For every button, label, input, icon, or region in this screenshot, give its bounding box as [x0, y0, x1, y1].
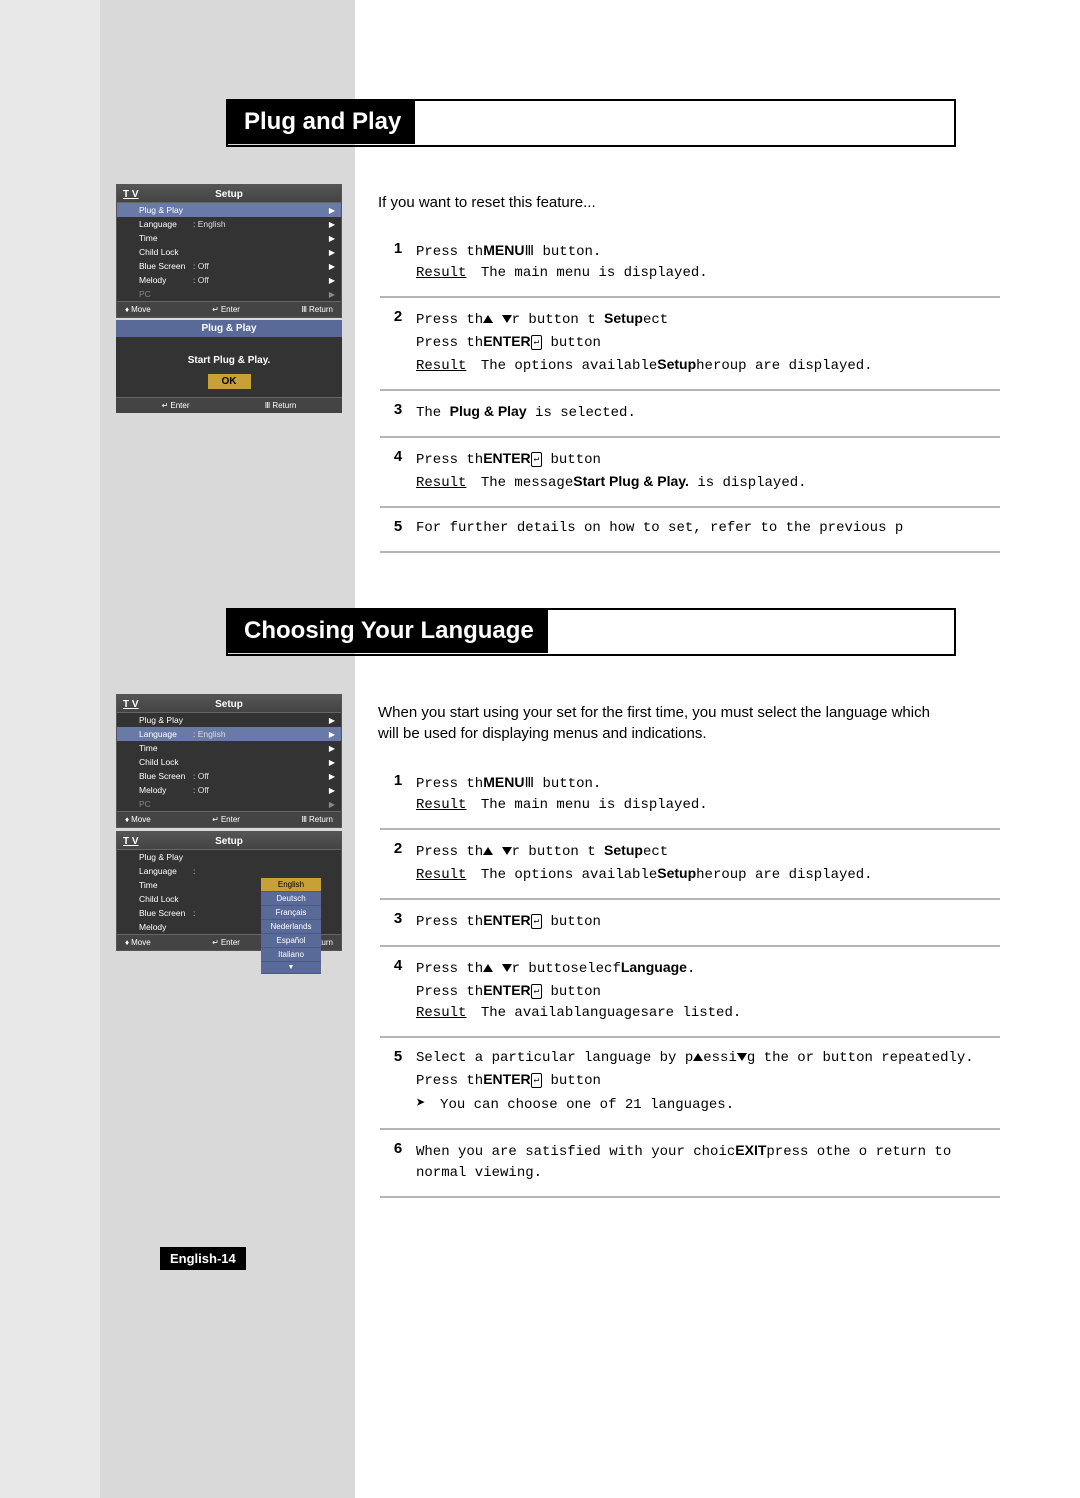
footer-move-2: ♦ Move: [125, 815, 151, 824]
step-body: Press thMENUⅢ button.Result The main men…: [416, 240, 1000, 284]
step-number: 3: [380, 910, 416, 933]
menu-row-pc-2: PC▶: [117, 797, 341, 811]
footer-enter-3: ↵ Enter: [212, 938, 240, 947]
step-number: 1: [380, 240, 416, 284]
language-option: Italiano: [261, 948, 321, 962]
step: 1Press thMENUⅢ button.Result The main me…: [380, 230, 1000, 296]
step-body: The Plug & Play is selected.: [416, 401, 1000, 424]
step-number: 4: [380, 957, 416, 1024]
menu-row-language-3: Language:: [117, 864, 341, 878]
menu-row-plug-play-2: Plug & Play▶: [117, 713, 341, 727]
step-body: Press thMENUⅢ button.Result The main men…: [416, 772, 1000, 816]
step-body: When you are satisfied with your choicEX…: [416, 1140, 1000, 1184]
footer-enter-2: ↵ Enter: [212, 815, 240, 824]
language-popup: EnglishDeutschFrançaisNederlandsEspañolI…: [261, 878, 321, 974]
menu-row-child-lock-2: Child Lock▶: [117, 755, 341, 769]
menu-row-melody: Melody: Off▶: [117, 273, 341, 287]
pnp-title: Plug & Play: [116, 320, 342, 337]
pnp-footer-return: Ⅲ Return: [265, 401, 297, 410]
menu-row-plug-play: Plug & Play▶: [117, 203, 341, 217]
language-option: Français: [261, 906, 321, 920]
tv-setup-screenshot-3: T V Setup Plug & Play Language: Time Chi…: [116, 831, 342, 951]
step: 5For further details on how to set, refe…: [380, 506, 1000, 553]
language-option: English: [261, 878, 321, 892]
pnp-body: Start Plug & Play. OK: [116, 337, 342, 397]
tv-footer: ♦ Move ↵ Enter Ⅲ Return: [117, 301, 341, 317]
step: 1Press thMENUⅢ button.Result The main me…: [380, 762, 1000, 828]
step-number: 5: [380, 518, 416, 539]
setup-label: Setup: [215, 189, 243, 200]
step: 5Select a particular language by pessig …: [380, 1036, 1000, 1128]
tv-header: T V Setup: [117, 185, 341, 203]
step: 3The Plug & Play is selected.: [380, 389, 1000, 436]
footer-move: ♦ Move: [125, 305, 151, 314]
language-option: Nederlands: [261, 920, 321, 934]
step-number: 1: [380, 772, 416, 816]
menu-row-time-2: Time▶: [117, 741, 341, 755]
tv-header-2: T V Setup: [117, 695, 341, 713]
step-body: Press thENTER↵ buttonResult The messageS…: [416, 448, 1000, 494]
section2-title: Choosing Your Language: [226, 609, 548, 653]
menu-row-plug-play-3: Plug & Play: [117, 850, 341, 864]
step-number: 6: [380, 1140, 416, 1184]
tv-setup-screenshot-2: T V Setup Plug & Play▶ Language: English…: [116, 694, 342, 828]
step: 4Press th r buttoselecfLanguage.Press th…: [380, 945, 1000, 1036]
step-body: Press thENTER↵ button: [416, 910, 1000, 933]
language-option: Español: [261, 934, 321, 948]
step-number: 3: [380, 401, 416, 424]
menu-row-pc: PC▶: [117, 287, 341, 301]
pnp-footer-enter: ↵ Enter: [162, 401, 190, 410]
menu-row-child-lock: Child Lock▶: [117, 245, 341, 259]
footer-enter: ↵ Enter: [212, 305, 240, 314]
footer-move-3: ♦ Move: [125, 938, 151, 947]
steps-list-2: 1Press thMENUⅢ button.Result The main me…: [380, 762, 1000, 1198]
menu-row-language-2: Language: English▶: [117, 727, 341, 741]
step: 3Press thENTER↵ button: [380, 898, 1000, 945]
tv-footer-2: ♦ Move ↵ Enter Ⅲ Return: [117, 811, 341, 827]
language-more-icon: ▼: [261, 962, 321, 974]
step: 2Press th r button t SetupectResult The …: [380, 828, 1000, 898]
pnp-start-text: Start Plug & Play.: [116, 355, 342, 366]
step-number: 2: [380, 308, 416, 377]
step: 4Press thENTER↵ buttonResult The message…: [380, 436, 1000, 506]
language-option: Deutsch: [261, 892, 321, 906]
footer-return-2: Ⅲ Return: [301, 815, 333, 824]
section1-title: Plug and Play: [226, 100, 415, 144]
menu-row-melody-2: Melody: Off▶: [117, 783, 341, 797]
step-body: Press th r button t SetupectResult The o…: [416, 840, 1000, 886]
page-number: English-14: [160, 1247, 246, 1270]
step-body: Select a particular language by pessig t…: [416, 1048, 1000, 1116]
pnp-ok-button: OK: [208, 374, 251, 389]
tv-label: T V: [123, 189, 139, 200]
tv-label-3: T V: [123, 836, 139, 847]
tv-setup-screenshot-1: T V Setup Plug & Play▶ Language: English…: [116, 184, 342, 318]
step: 2Press th r button t SetupectPress thENT…: [380, 296, 1000, 389]
step: 6When you are satisfied with your choicE…: [380, 1128, 1000, 1198]
tv-label-2: T V: [123, 699, 139, 710]
pnp-footer: ↵ Enter Ⅲ Return: [116, 397, 342, 413]
manual-page: Plug and Play T V Setup Plug & Play▶ Lan…: [100, 0, 1080, 1498]
step-body: Press th r buttoselecfLanguage.Press thE…: [416, 957, 1000, 1024]
setup-label-2: Setup: [215, 699, 243, 710]
steps-list-1: 1Press thMENUⅢ button.Result The main me…: [380, 230, 1000, 553]
step-number: 4: [380, 448, 416, 494]
menu-row-blue-screen-2: Blue Screen: Off▶: [117, 769, 341, 783]
intro-text-2: When you start using your set for the fi…: [378, 702, 948, 744]
plug-play-dialog: Plug & Play Start Plug & Play. OK ↵ Ente…: [116, 320, 342, 413]
menu-row-language: Language: English▶: [117, 217, 341, 231]
step-body: For further details on how to set, refer…: [416, 518, 1000, 539]
menu-row-time: Time▶: [117, 231, 341, 245]
intro-text-1: If you want to reset this feature...: [378, 192, 948, 213]
step-number: 2: [380, 840, 416, 886]
setup-label-3: Setup: [215, 836, 243, 847]
menu-row-blue-screen: Blue Screen: Off▶: [117, 259, 341, 273]
footer-return: Ⅲ Return: [301, 305, 333, 314]
step-number: 5: [380, 1048, 416, 1116]
step-body: Press th r button t SetupectPress thENTE…: [416, 308, 1000, 377]
tv-header-3: T V Setup: [117, 832, 341, 850]
